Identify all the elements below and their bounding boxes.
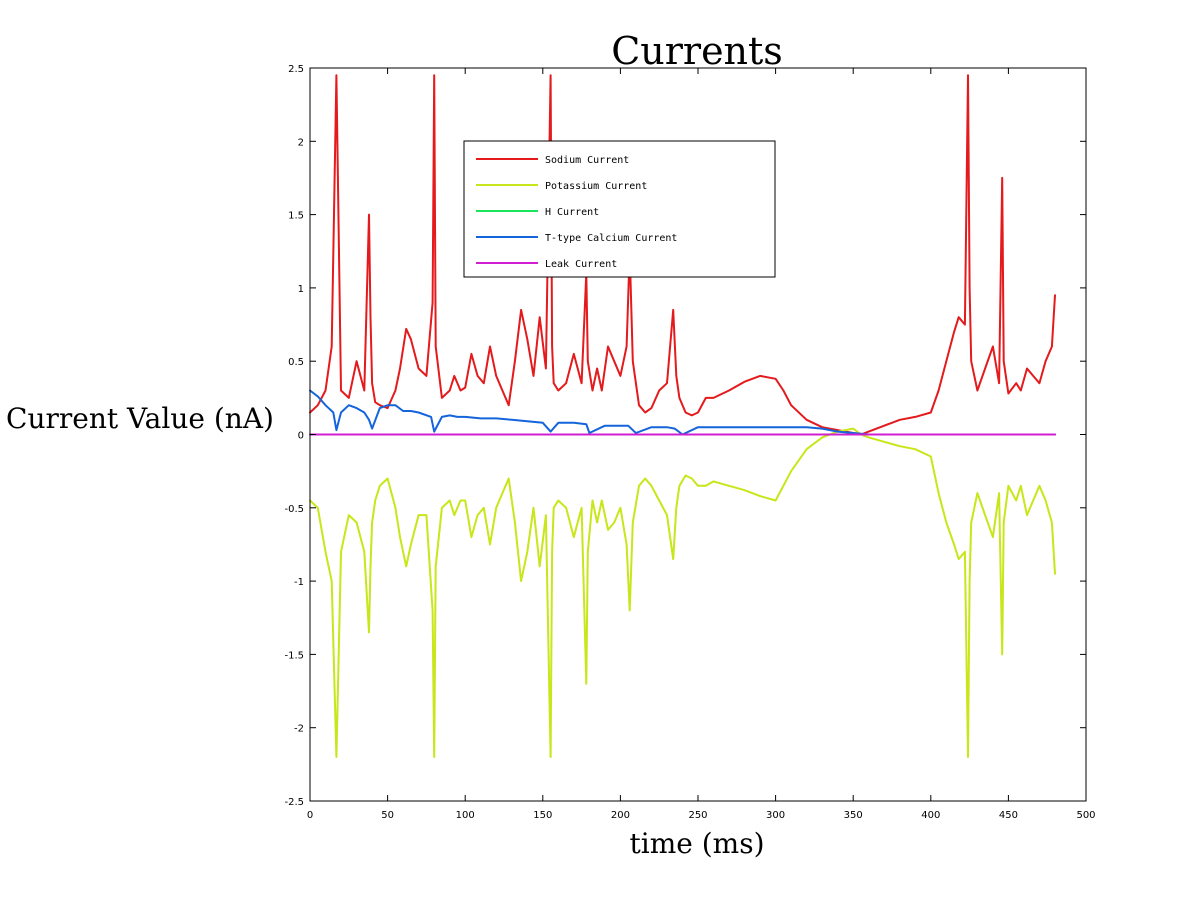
x-tick-label: 300 bbox=[766, 810, 785, 821]
series-lines bbox=[309, 74, 1056, 758]
y-tick-label: -1 bbox=[294, 577, 304, 588]
x-axis-title: time (ms) bbox=[630, 827, 765, 860]
legend-label: H Current bbox=[545, 207, 599, 218]
x-tick-label: 0 bbox=[307, 810, 313, 821]
legend-label: Sodium Current bbox=[545, 155, 629, 166]
y-tick-label: 1.5 bbox=[288, 211, 304, 222]
legend-label: Leak Current bbox=[545, 259, 617, 270]
legend-box bbox=[463, 140, 776, 278]
y-tick-label: 0 bbox=[298, 431, 304, 442]
x-tick-label: 400 bbox=[921, 810, 940, 821]
x-tick-label: 100 bbox=[456, 810, 475, 821]
y-tick-label: -0.5 bbox=[284, 504, 304, 515]
legend-label: T-type Calcium Current bbox=[545, 233, 677, 244]
series-line-t-type-calcium-current bbox=[309, 389, 1056, 436]
y-tick-label: 0.5 bbox=[288, 357, 304, 368]
y-tick-label: 2.5 bbox=[288, 64, 304, 75]
x-tick-label: 450 bbox=[999, 810, 1018, 821]
x-tick-label: 500 bbox=[1076, 810, 1095, 821]
x-tick-label: 150 bbox=[533, 810, 552, 821]
legend: Sodium Current Potassium Current H Current… bbox=[463, 140, 776, 278]
y-tick-label: 1 bbox=[298, 284, 304, 295]
y-tick-label: 2 bbox=[298, 137, 304, 148]
x-tick-label: 350 bbox=[844, 810, 863, 821]
y-tick-label: -2 bbox=[294, 724, 304, 735]
y-tick-label: -1.5 bbox=[284, 650, 304, 661]
x-axis: 0 50 100 150 200 250 300 350 400 450 500 bbox=[307, 68, 1096, 821]
y-axis: -2.5 -2 -1.5 -1 -0.5 0 0.5 1 1.5 2 2.5 bbox=[284, 64, 1086, 808]
x-tick-label: 200 bbox=[611, 810, 630, 821]
x-tick-label: 250 bbox=[688, 810, 707, 821]
y-tick-label: -2.5 bbox=[284, 797, 304, 808]
series-line-potassium-current bbox=[309, 427, 1056, 758]
legend-label: Potassium Current bbox=[545, 181, 647, 192]
x-tick-label: 50 bbox=[381, 810, 394, 821]
series-line-sodium-current bbox=[309, 74, 1056, 436]
chart-title: Currents bbox=[611, 29, 783, 73]
y-axis-title: Current Value (nA) bbox=[6, 402, 274, 435]
